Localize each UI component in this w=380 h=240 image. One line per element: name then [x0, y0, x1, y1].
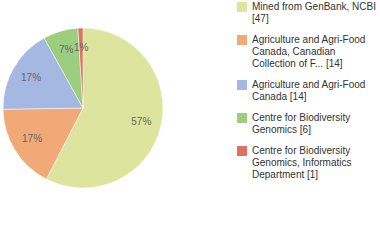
legend-item: Agriculture and Agri-FoodCanada [14]: [237, 79, 365, 102]
legend-label-line: Agriculture and Agri-Food: [252, 79, 365, 90]
legend-label-line: Genomics [6]: [252, 124, 311, 135]
slice: [3, 108, 83, 179]
legend-label: Centre for BiodiversityGenomics, Informa…: [252, 145, 351, 180]
legend-label-line: Centre for Biodiversity: [252, 145, 350, 156]
data-label: 7%: [59, 44, 74, 55]
legend-label-line: Department [1]: [252, 169, 318, 180]
legend-label: Agriculture and Agri-FoodCanada, Canadia…: [252, 34, 365, 69]
legend-swatch: [237, 80, 247, 90]
data-label: 1%: [74, 42, 89, 53]
legend-label-line: Centre for Biodiversity: [252, 112, 350, 123]
legend-item: Centre for BiodiversityGenomics [6]: [237, 112, 350, 135]
legend-label: Centre for BiodiversityGenomics [6]: [252, 112, 350, 135]
legend-item: Mined from GenBank, NCBI[47]: [237, 1, 376, 24]
chart: 57% 17% 17% 7%1% Mined from GenBank, NCBI[47…: [0, 0, 380, 240]
legend-label-line: Genomics, Informatics: [252, 157, 351, 168]
legend-label-line: Collection of F... [14]: [252, 58, 343, 69]
legend-item: Centre for BiodiversityGenomics, Informa…: [237, 145, 351, 180]
legend-swatch: [237, 113, 247, 123]
data-label: 17%: [22, 133, 42, 144]
legend-label-line: Mined from GenBank, NCBI: [252, 1, 376, 12]
legend-label-line: Canada [14]: [252, 91, 307, 102]
legend-label-line: Agriculture and Agri-Food: [252, 34, 365, 45]
data-label: 57%: [131, 116, 151, 127]
legend-swatch: [237, 2, 247, 12]
slice: [44, 28, 83, 108]
pie: [3, 28, 163, 188]
legend-label-line: [47]: [252, 13, 269, 24]
legend-label: Mined from GenBank, NCBI[47]: [252, 1, 376, 24]
legend-label-line: Canada, Canadian: [252, 46, 335, 57]
legend: Mined from GenBank, NCBI[47] Agriculture …: [237, 1, 376, 180]
legend-swatch: [237, 146, 247, 156]
legend-item: Agriculture and Agri-FoodCanada, Canadia…: [237, 34, 365, 69]
data-labels: 57% 17% 17% 7%1%: [21, 42, 151, 145]
data-label: 17%: [21, 72, 41, 83]
legend-label: Agriculture and Agri-FoodCanada [14]: [252, 79, 365, 102]
legend-swatch: [237, 35, 247, 45]
slice: [78, 28, 83, 108]
